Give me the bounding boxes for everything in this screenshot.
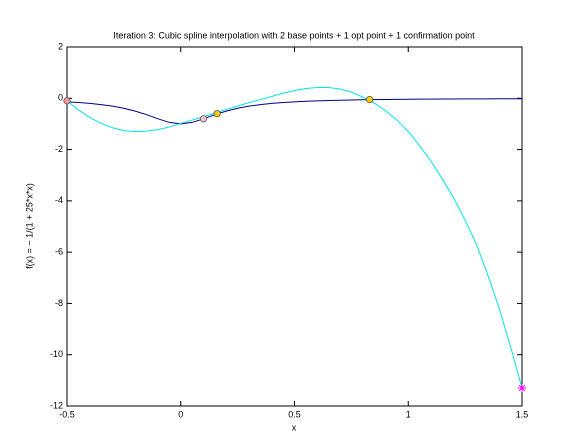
y-tick-label: -6 bbox=[55, 247, 63, 257]
y-tick-label: -8 bbox=[55, 298, 63, 308]
chart-title: Iteration 3: Cubic spline interpolation … bbox=[113, 30, 475, 40]
y-axis-label: f(x) = − 1/(1 + 25*x*x) bbox=[24, 183, 34, 269]
y-tick-label: -4 bbox=[55, 195, 63, 205]
y-tick-label: 2 bbox=[58, 41, 63, 51]
marker-point bbox=[213, 110, 221, 118]
y-tick-label: 0 bbox=[58, 93, 63, 103]
marker-point bbox=[63, 97, 71, 105]
x-tick-label: 0.5 bbox=[288, 409, 301, 419]
line-series bbox=[66, 98, 523, 125]
axes-box bbox=[66, 46, 523, 407]
marker-star bbox=[518, 384, 526, 393]
x-tick-label: 0 bbox=[178, 409, 183, 419]
marker-point bbox=[365, 95, 374, 104]
x-tick-label: 1.5 bbox=[516, 409, 529, 419]
x-axis-label: x bbox=[292, 422, 297, 432]
y-tick-label: -2 bbox=[55, 144, 63, 154]
x-tick-label: -0.5 bbox=[59, 409, 75, 419]
y-tick-label: -12 bbox=[50, 400, 63, 410]
marker-point bbox=[199, 115, 208, 123]
line-series bbox=[66, 87, 523, 389]
x-tick-label: 1 bbox=[406, 409, 411, 419]
y-tick-label: -10 bbox=[50, 349, 63, 359]
